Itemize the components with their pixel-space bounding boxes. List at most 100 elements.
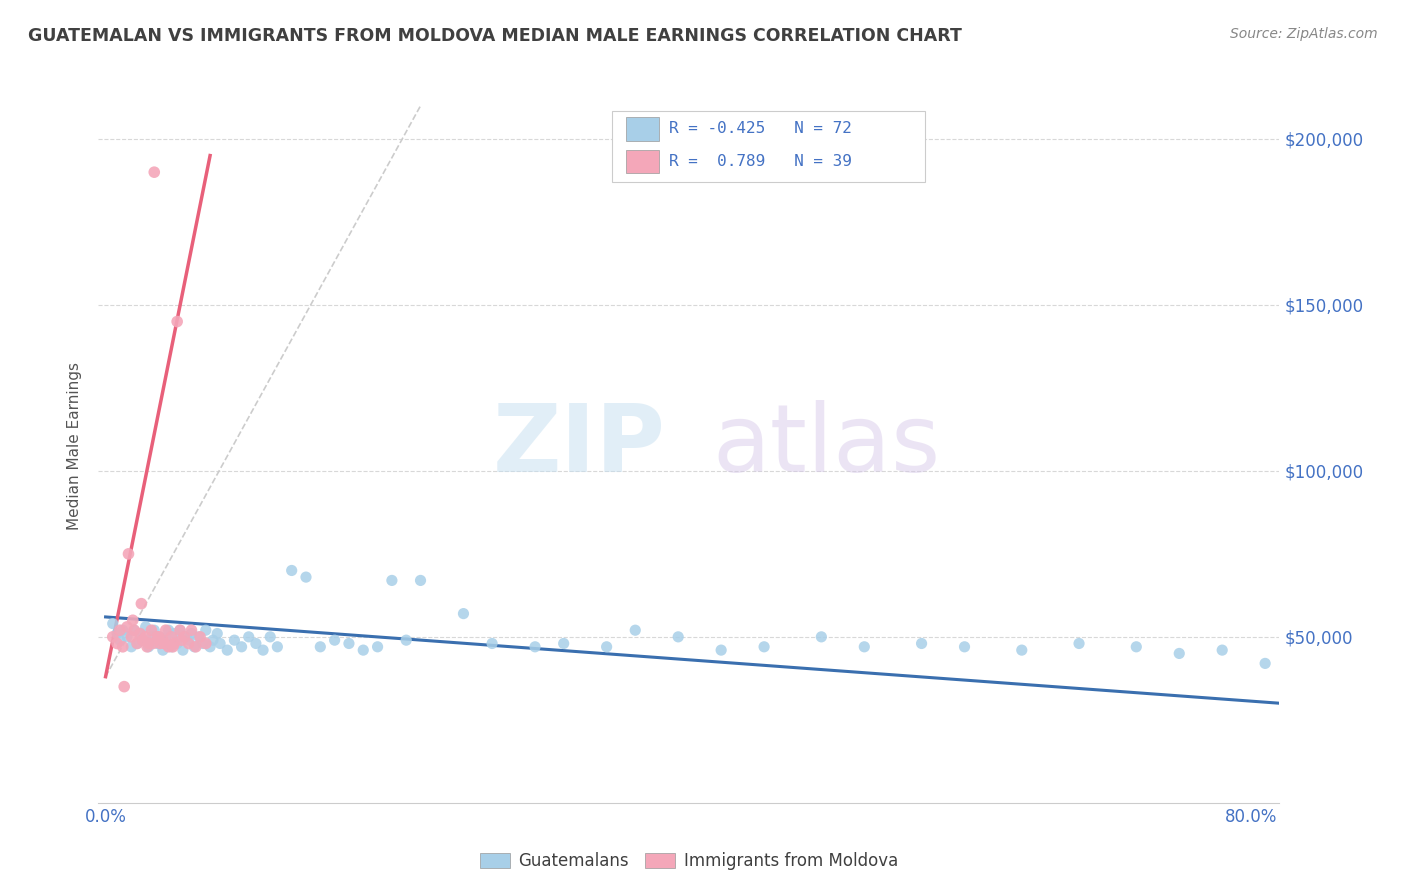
- Point: [174, 630, 197, 644]
- Point: [143, 624, 166, 638]
- Point: [224, 633, 246, 648]
- Point: [172, 643, 194, 657]
- Point: [129, 626, 152, 640]
- Point: [129, 626, 152, 640]
- Point: [135, 630, 157, 644]
- Point: [209, 636, 232, 650]
- Point: [163, 636, 186, 650]
- Point: [149, 630, 172, 644]
- Point: [122, 624, 145, 638]
- Point: [155, 624, 177, 638]
- Point: [177, 636, 200, 650]
- Point: [120, 640, 142, 654]
- Point: [166, 636, 188, 650]
- Point: [125, 636, 148, 650]
- Text: R =  0.789   N = 39: R = 0.789 N = 39: [669, 153, 852, 169]
- Point: [136, 640, 159, 654]
- Point: [108, 624, 131, 638]
- Point: [381, 574, 404, 588]
- Point: [157, 624, 180, 638]
- Point: [295, 570, 318, 584]
- Point: [132, 633, 155, 648]
- Point: [170, 633, 193, 648]
- Point: [409, 574, 432, 588]
- Point: [752, 640, 775, 654]
- FancyBboxPatch shape: [626, 150, 659, 173]
- Point: [152, 633, 174, 648]
- Point: [143, 165, 166, 179]
- Point: [160, 630, 183, 644]
- FancyBboxPatch shape: [626, 117, 659, 141]
- Point: [453, 607, 475, 621]
- Point: [595, 640, 617, 654]
- Point: [180, 624, 202, 638]
- Point: [207, 626, 229, 640]
- Point: [169, 624, 191, 638]
- Point: [142, 636, 165, 650]
- Text: R = -0.425   N = 72: R = -0.425 N = 72: [669, 121, 852, 136]
- Point: [252, 643, 274, 657]
- Legend: Guatemalans, Immigrants from Moldova: Guatemalans, Immigrants from Moldova: [474, 846, 904, 877]
- Point: [135, 620, 157, 634]
- Point: [177, 633, 200, 648]
- Point: [141, 630, 163, 644]
- Point: [183, 640, 205, 654]
- Point: [153, 636, 176, 650]
- Point: [1211, 643, 1233, 657]
- Text: GUATEMALAN VS IMMIGRANTS FROM MOLDOVA MEDIAN MALE EARNINGS CORRELATION CHART: GUATEMALAN VS IMMIGRANTS FROM MOLDOVA ME…: [28, 27, 962, 45]
- Point: [173, 630, 195, 644]
- Point: [238, 630, 260, 644]
- Point: [138, 640, 160, 654]
- Point: [112, 680, 135, 694]
- Point: [481, 636, 503, 650]
- Point: [1011, 643, 1033, 657]
- Point: [337, 636, 360, 650]
- Point: [201, 633, 224, 648]
- Point: [666, 630, 689, 644]
- Point: [141, 624, 163, 638]
- Point: [157, 640, 180, 654]
- Point: [111, 640, 134, 654]
- Point: [162, 640, 184, 654]
- Point: [101, 616, 124, 631]
- Point: [125, 636, 148, 650]
- Point: [259, 630, 281, 644]
- Point: [853, 640, 876, 654]
- Point: [131, 597, 153, 611]
- FancyBboxPatch shape: [612, 111, 925, 182]
- Point: [188, 630, 211, 644]
- Point: [395, 633, 418, 648]
- Point: [553, 636, 575, 650]
- Point: [194, 624, 217, 638]
- Point: [187, 630, 209, 644]
- Point: [132, 633, 155, 648]
- Point: [810, 630, 832, 644]
- Point: [266, 640, 288, 654]
- Point: [115, 620, 138, 634]
- Point: [198, 640, 221, 654]
- Point: [152, 643, 174, 657]
- Point: [180, 626, 202, 640]
- Text: ZIP: ZIP: [492, 400, 665, 492]
- Point: [105, 626, 128, 640]
- Point: [148, 630, 170, 644]
- Point: [191, 636, 214, 650]
- Point: [146, 630, 169, 644]
- Point: [1254, 657, 1277, 671]
- Text: atlas: atlas: [713, 400, 941, 492]
- Point: [146, 636, 169, 650]
- Point: [624, 624, 647, 638]
- Point: [323, 633, 346, 648]
- Point: [155, 633, 177, 648]
- Point: [1168, 647, 1191, 661]
- Point: [231, 640, 253, 654]
- Point: [367, 640, 389, 654]
- Point: [160, 640, 183, 654]
- Point: [138, 636, 160, 650]
- Point: [1125, 640, 1147, 654]
- Point: [280, 564, 302, 578]
- Point: [101, 630, 124, 644]
- Point: [166, 314, 188, 328]
- Point: [217, 643, 239, 657]
- Point: [117, 547, 139, 561]
